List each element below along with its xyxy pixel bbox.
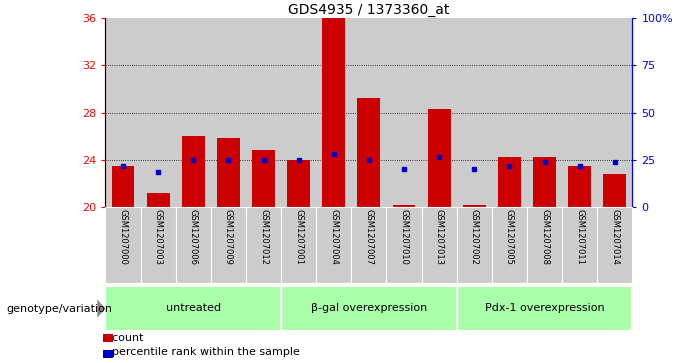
Text: GSM1207007: GSM1207007 bbox=[364, 209, 373, 265]
Bar bbox=[103, 350, 113, 358]
Bar bbox=[175, 207, 211, 283]
Bar bbox=[322, 18, 345, 207]
Text: GSM1207000: GSM1207000 bbox=[118, 209, 127, 265]
Bar bbox=[463, 204, 486, 207]
Bar bbox=[182, 136, 205, 207]
Bar bbox=[392, 204, 415, 207]
Bar bbox=[141, 18, 175, 207]
Bar bbox=[562, 18, 597, 207]
Bar bbox=[428, 109, 451, 207]
Bar bbox=[281, 207, 316, 283]
Text: GSM1207011: GSM1207011 bbox=[575, 209, 584, 265]
Bar bbox=[112, 166, 135, 207]
Bar bbox=[105, 207, 141, 283]
Text: Pdx-1 overexpression: Pdx-1 overexpression bbox=[485, 302, 605, 313]
Bar bbox=[246, 207, 281, 283]
Bar bbox=[422, 18, 457, 207]
Bar bbox=[358, 98, 380, 207]
Bar bbox=[316, 18, 352, 207]
Text: GSM1207009: GSM1207009 bbox=[224, 209, 233, 265]
Title: GDS4935 / 1373360_at: GDS4935 / 1373360_at bbox=[288, 3, 449, 17]
Text: GSM1207014: GSM1207014 bbox=[611, 209, 619, 265]
Bar bbox=[597, 207, 632, 283]
Text: genotype/variation: genotype/variation bbox=[7, 303, 113, 314]
Text: percentile rank within the sample: percentile rank within the sample bbox=[105, 347, 301, 357]
Bar bbox=[316, 207, 352, 283]
Text: GSM1207008: GSM1207008 bbox=[540, 209, 549, 265]
Bar bbox=[211, 207, 246, 283]
Bar bbox=[211, 18, 246, 207]
Polygon shape bbox=[97, 299, 105, 318]
Text: GSM1207003: GSM1207003 bbox=[154, 209, 163, 265]
Bar bbox=[281, 18, 316, 207]
Bar bbox=[103, 334, 113, 342]
Text: GSM1207001: GSM1207001 bbox=[294, 209, 303, 265]
Bar bbox=[568, 166, 591, 207]
Bar bbox=[217, 138, 240, 207]
Bar bbox=[597, 18, 632, 207]
Bar bbox=[252, 150, 275, 207]
Bar bbox=[533, 158, 556, 207]
Text: untreated: untreated bbox=[166, 302, 221, 313]
Bar bbox=[352, 18, 386, 207]
Text: GSM1207013: GSM1207013 bbox=[435, 209, 443, 265]
Text: count: count bbox=[105, 333, 144, 343]
Bar bbox=[175, 18, 211, 207]
Bar bbox=[386, 18, 422, 207]
Text: GSM1207012: GSM1207012 bbox=[259, 209, 268, 265]
Bar bbox=[147, 193, 169, 207]
Bar bbox=[498, 158, 521, 207]
Bar bbox=[457, 18, 492, 207]
Bar bbox=[246, 18, 281, 207]
Text: GSM1207010: GSM1207010 bbox=[400, 209, 409, 265]
Bar bbox=[386, 207, 422, 283]
Text: GSM1207002: GSM1207002 bbox=[470, 209, 479, 265]
Bar bbox=[562, 207, 597, 283]
Text: GSM1207006: GSM1207006 bbox=[189, 209, 198, 265]
Bar bbox=[141, 207, 175, 283]
Text: GSM1207005: GSM1207005 bbox=[505, 209, 514, 265]
Bar bbox=[527, 207, 562, 283]
Text: GSM1207004: GSM1207004 bbox=[329, 209, 338, 265]
Bar bbox=[492, 18, 527, 207]
Bar bbox=[527, 18, 562, 207]
Bar bbox=[105, 286, 281, 331]
Bar bbox=[287, 160, 310, 207]
Text: β-gal overexpression: β-gal overexpression bbox=[311, 302, 427, 313]
Bar bbox=[352, 207, 386, 283]
Bar bbox=[422, 207, 457, 283]
Bar bbox=[492, 207, 527, 283]
Bar bbox=[603, 174, 626, 207]
Bar bbox=[105, 18, 141, 207]
Bar bbox=[457, 207, 492, 283]
Bar bbox=[281, 286, 457, 331]
Bar bbox=[457, 286, 632, 331]
